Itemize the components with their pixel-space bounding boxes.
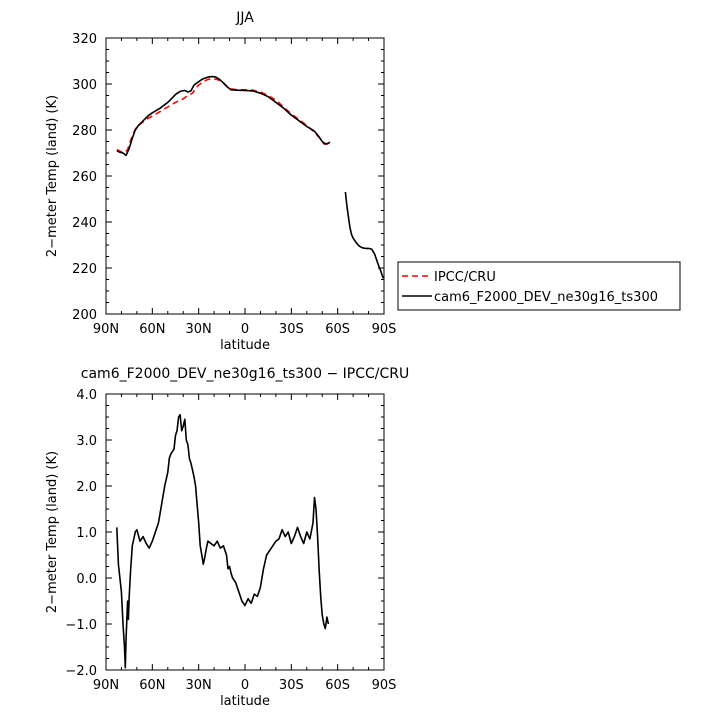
- y-tick-label: 300: [72, 78, 97, 93]
- legend-label: IPCC/CRU: [434, 270, 496, 285]
- x-axis-label: latitude: [220, 694, 270, 709]
- x-tick-label: 30S: [279, 678, 304, 693]
- x-tick-label: 60S: [325, 678, 350, 693]
- y-tick-label: 4.0: [76, 388, 97, 403]
- y-axis-label: 2−meter Temp (land) (K): [45, 95, 60, 257]
- y-tick-label: 240: [72, 216, 97, 231]
- x-tick-label: 90S: [372, 678, 397, 693]
- top-panel: JJA 90N 60N 30N 0 30S 60S 90S 200 220 240 260 280 300…: [45, 10, 396, 353]
- x-tick-label: 0: [241, 322, 249, 337]
- x-tick-label: 30S: [279, 322, 304, 337]
- y-axis-label: 2−meter Temp (land) (K): [45, 451, 60, 613]
- bottom-panel: cam6_F2000_DEV_ne30g16_ts300 − IPCC/CRU 9…: [45, 366, 409, 709]
- y-tick-label: 320: [72, 32, 97, 47]
- y-tick-label: 0.0: [76, 572, 97, 587]
- chart-title: JJA: [235, 10, 254, 26]
- legend-label: cam6_F2000_DEV_ne30g16_ts300: [434, 290, 658, 305]
- x-tick-label: 30N: [186, 678, 212, 693]
- y-tick-label: 2.0: [76, 480, 97, 495]
- legend: IPCC/CRU cam6_F2000_DEV_ne30g16_ts300: [397, 261, 681, 311]
- plot-frame: [105, 393, 385, 671]
- x-tick-label: 90N: [93, 322, 119, 337]
- y-tick-label: 3.0: [76, 434, 97, 449]
- x-tick-label: 30N: [186, 322, 212, 337]
- x-tick-label: 60S: [325, 322, 350, 337]
- series-line-1-segment-1: [116, 413, 330, 669]
- y-tick-label: 260: [72, 170, 97, 185]
- series-line-2-segment-1: [116, 75, 331, 157]
- y-tick-label: 220: [72, 262, 97, 277]
- chart-title: cam6_F2000_DEV_ne30g16_ts300 − IPCC/CRU: [81, 366, 409, 382]
- y-tick-label: −1.0: [65, 618, 97, 633]
- x-tick-label: 90S: [372, 322, 397, 337]
- x-tick-label: 60N: [139, 322, 165, 337]
- y-tick-label: −2.0: [65, 664, 97, 679]
- x-tick-label: 60N: [139, 678, 165, 693]
- y-tick-label: 280: [72, 124, 97, 139]
- x-axis-label: latitude: [220, 338, 270, 353]
- legend-box: [397, 261, 681, 311]
- x-tick-label: 90N: [93, 678, 119, 693]
- x-tick-label: 0: [241, 678, 249, 693]
- y-tick-label: 200: [72, 308, 97, 323]
- series-line-2-segment-2: [344, 192, 384, 279]
- plot-frame: [105, 37, 385, 315]
- y-tick-label: 1.0: [76, 526, 97, 541]
